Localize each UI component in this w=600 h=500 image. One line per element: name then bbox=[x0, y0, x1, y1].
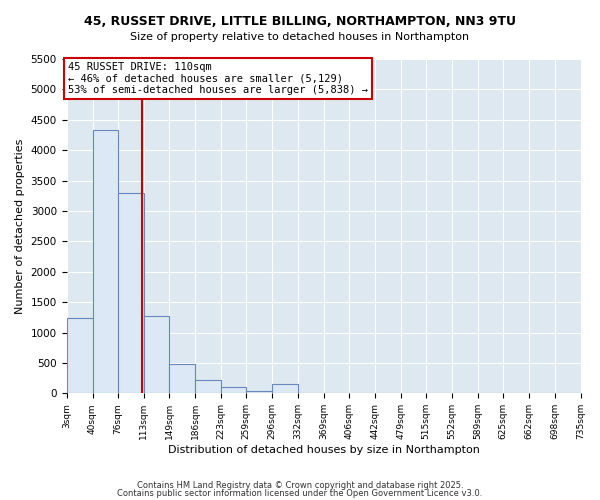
Bar bbox=[169, 364, 195, 394]
Bar bbox=[221, 388, 246, 394]
Bar bbox=[92, 130, 118, 394]
Y-axis label: Number of detached properties: Number of detached properties bbox=[15, 138, 25, 314]
Bar bbox=[144, 316, 169, 394]
Bar bbox=[272, 384, 298, 394]
Bar bbox=[195, 380, 221, 394]
Text: Contains HM Land Registry data © Crown copyright and database right 2025.: Contains HM Land Registry data © Crown c… bbox=[137, 480, 463, 490]
Bar bbox=[118, 194, 144, 394]
Bar bbox=[246, 391, 272, 394]
Text: 45, RUSSET DRIVE, LITTLE BILLING, NORTHAMPTON, NN3 9TU: 45, RUSSET DRIVE, LITTLE BILLING, NORTHA… bbox=[84, 15, 516, 28]
Bar bbox=[67, 318, 92, 394]
Text: Size of property relative to detached houses in Northampton: Size of property relative to detached ho… bbox=[130, 32, 470, 42]
X-axis label: Distribution of detached houses by size in Northampton: Distribution of detached houses by size … bbox=[167, 445, 479, 455]
Text: 45 RUSSET DRIVE: 110sqm
← 46% of detached houses are smaller (5,129)
53% of semi: 45 RUSSET DRIVE: 110sqm ← 46% of detache… bbox=[68, 62, 368, 95]
Text: Contains public sector information licensed under the Open Government Licence v3: Contains public sector information licen… bbox=[118, 489, 482, 498]
